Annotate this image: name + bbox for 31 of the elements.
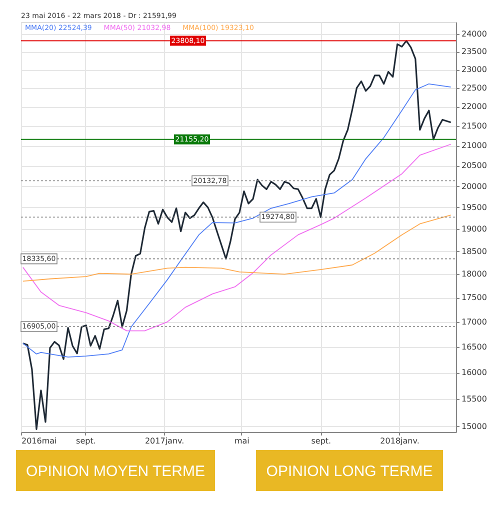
y-tick-label: 17000 bbox=[462, 317, 487, 326]
line-series bbox=[22, 40, 452, 430]
x-tick-label: sept. bbox=[311, 436, 332, 446]
x-tick-label: 2018janv. bbox=[380, 436, 420, 446]
y-tick-label: 21000 bbox=[462, 141, 487, 150]
text: OPINION LONG TERME bbox=[266, 463, 433, 480]
x-tick-label: sept. bbox=[76, 436, 96, 446]
x-tick-label: 2017janv. bbox=[144, 436, 184, 446]
y-tick-label: 15000 bbox=[462, 422, 487, 431]
text: OPINION MOYEN TERME bbox=[26, 463, 205, 480]
y-tick-label: 20500 bbox=[462, 161, 487, 170]
y-tick-label: 20000 bbox=[462, 182, 487, 191]
y-tick-label: 18000 bbox=[462, 270, 487, 279]
y-tick-label: 17500 bbox=[462, 293, 487, 302]
y-tick-label: 15500 bbox=[462, 394, 487, 404]
x-tick-label: mai bbox=[234, 436, 250, 446]
y-tick-label: 23500 bbox=[462, 47, 487, 56]
x-tick-label: 2016mai bbox=[22, 436, 57, 446]
line-series bbox=[22, 144, 452, 332]
y-tick-label: 21500 bbox=[462, 121, 487, 130]
y-tick-label: 16500 bbox=[462, 342, 487, 352]
y-tick-label: 22500 bbox=[462, 83, 487, 92]
line-series bbox=[22, 214, 452, 282]
line-series bbox=[22, 83, 452, 358]
y-tick-label: 24000 bbox=[462, 30, 487, 39]
y-tick-label: 16000 bbox=[462, 368, 487, 378]
y-tick-label: 18500 bbox=[462, 246, 487, 256]
y-tick-label: 23000 bbox=[462, 65, 487, 74]
y-tick-label: 19000 bbox=[462, 224, 487, 234]
y-tick-label: 22000 bbox=[462, 102, 487, 112]
y-tick-label: 19500 bbox=[462, 202, 487, 212]
